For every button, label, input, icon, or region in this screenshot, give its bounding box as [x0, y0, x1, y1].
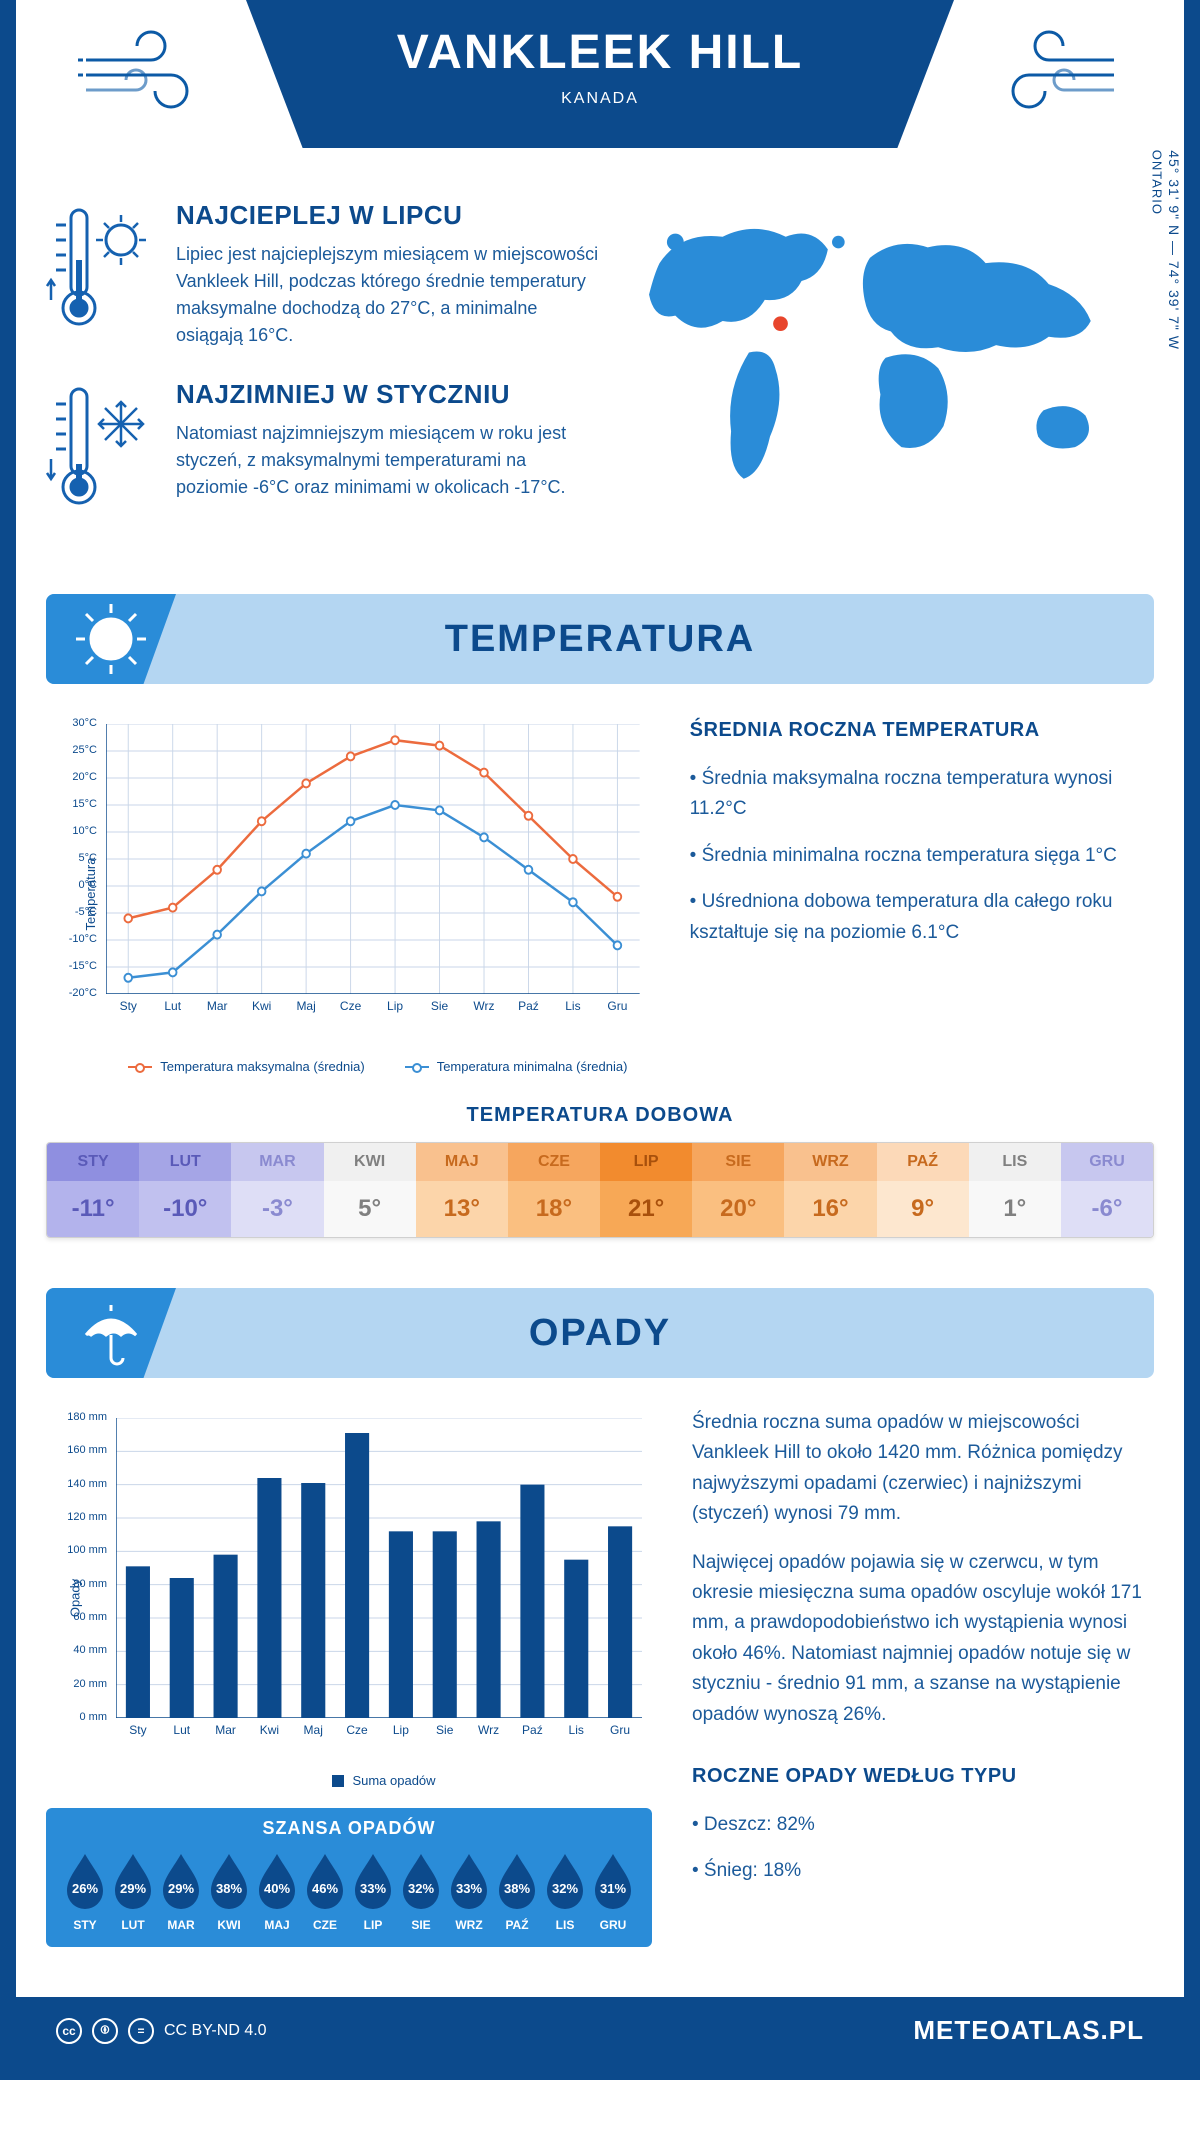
- chance-drop: 38% PAŹ: [493, 1851, 541, 1932]
- daily-temp-cell: GRU -6°: [1061, 1143, 1153, 1237]
- fact-coldest: NAJZIMNIEJ W STYCZNIU Natomiast najzimni…: [46, 379, 598, 524]
- intro-section: NAJCIEPLEJ W LIPCU Lipiec jest najcieple…: [46, 200, 1154, 554]
- precip-type-snow: • Śnieg: 18%: [692, 1856, 1154, 1886]
- svg-text:33%: 33%: [456, 1881, 482, 1896]
- temperature-line-chart: Temperatura -20°C-15°C-10°C-5°C0°C5°C10°…: [46, 714, 650, 1074]
- precip-legend: Suma opadów: [352, 1773, 435, 1788]
- fact-coldest-title: NAJZIMNIEJ W STYCZNIU: [176, 379, 598, 410]
- page-title: VANKLEEK HILL: [256, 25, 944, 80]
- svg-text:46%: 46%: [312, 1881, 338, 1896]
- legend-max: Temperatura maksymalna (średnia): [160, 1059, 364, 1074]
- daily-temp-cell: MAR -3°: [231, 1143, 323, 1237]
- svg-text:38%: 38%: [504, 1881, 530, 1896]
- license-text: CC BY-ND 4.0: [164, 2022, 267, 2040]
- section-title-precipitation: OPADY: [46, 1312, 1154, 1355]
- cc-icon: cc: [56, 2018, 82, 2044]
- section-title-temperature: TEMPERATURA: [46, 618, 1154, 661]
- by-icon: 🅯: [92, 2018, 118, 2044]
- chance-drop: 46% CZE: [301, 1851, 349, 1932]
- daily-temp-cell: MAJ 13°: [416, 1143, 508, 1237]
- fact-coldest-text: Natomiast najzimniejszym miesiącem w rok…: [176, 420, 598, 501]
- chance-drop: 33% WRZ: [445, 1851, 493, 1932]
- temp-text-heading: ŚREDNIA ROCZNA TEMPERATURA: [690, 714, 1154, 746]
- svg-text:33%: 33%: [360, 1881, 386, 1896]
- svg-text:38%: 38%: [216, 1881, 242, 1896]
- daily-temp-cell: KWI 5°: [324, 1143, 416, 1237]
- chance-drop: 32% LIS: [541, 1851, 589, 1932]
- svg-text:26%: 26%: [72, 1881, 98, 1896]
- world-map: ONTARIO 45° 31' 9" N — 74° 39' 7" W: [628, 200, 1154, 499]
- thermometer-sun-icon: [46, 200, 156, 349]
- chance-drop: 38% KWI: [205, 1851, 253, 1932]
- chance-drop: 33% LIP: [349, 1851, 397, 1932]
- daily-temp-cell: STY -11°: [47, 1143, 139, 1237]
- precipitation-bar-chart: Opady 0 mm20 mm40 mm60 mm80 mm100 mm120 …: [46, 1408, 652, 1788]
- section-header-temperature: TEMPERATURA: [46, 594, 1154, 684]
- sun-icon: [46, 594, 176, 684]
- svg-text:40%: 40%: [264, 1881, 290, 1896]
- daily-temp-heading: TEMPERATURA DOBOWA: [46, 1104, 1154, 1127]
- chance-drop: 31% GRU: [589, 1851, 637, 1932]
- svg-text:32%: 32%: [552, 1881, 578, 1896]
- temp-bullet-1: • Średnia maksymalna roczna temperatura …: [690, 764, 1154, 825]
- daily-temp-cell: LIP 21°: [600, 1143, 692, 1237]
- chance-drop: 40% MAJ: [253, 1851, 301, 1932]
- fact-warmest-text: Lipiec jest najcieplejszym miesiącem w m…: [176, 241, 598, 349]
- page-frame: VANKLEEK HILL KANADA: [0, 0, 1200, 2080]
- temp-bullet-2: • Średnia minimalna roczna temperatura s…: [690, 841, 1154, 871]
- temp-bullet-3: • Uśredniona dobowa temperatura dla całe…: [690, 887, 1154, 948]
- footer-brand: METEOATLAS.PL: [913, 2015, 1144, 2046]
- precip-text-1: Średnia roczna suma opadów w miejscowośc…: [692, 1408, 1154, 1530]
- section-header-precipitation: OPADY: [46, 1288, 1154, 1378]
- precip-type-rain: • Deszcz: 82%: [692, 1810, 1154, 1840]
- header: VANKLEEK HILL KANADA: [46, 0, 1154, 180]
- thermometer-snow-icon: [46, 379, 156, 524]
- svg-text:29%: 29%: [168, 1881, 194, 1896]
- chance-drop: 29% LUT: [109, 1851, 157, 1932]
- chance-title: SZANSA OPADÓW: [61, 1818, 637, 1839]
- chance-drop: 29% MAR: [157, 1851, 205, 1932]
- daily-temp-cell: WRZ 16°: [784, 1143, 876, 1237]
- chance-drop: 32% SIE: [397, 1851, 445, 1932]
- nd-icon: =: [128, 2018, 154, 2044]
- svg-text:32%: 32%: [408, 1881, 434, 1896]
- precip-type-heading: ROCZNE OPADY WEDŁUG TYPU: [692, 1760, 1154, 1792]
- wind-icon-left: [46, 0, 246, 140]
- page-subtitle: KANADA: [256, 90, 944, 108]
- svg-text:31%: 31%: [600, 1881, 626, 1896]
- footer: cc 🅯 = CC BY-ND 4.0 METEOATLAS.PL: [16, 1997, 1184, 2064]
- daily-temp-table: STY -11° LUT -10° MAR -3° KWI 5° MAJ 13°…: [46, 1142, 1154, 1238]
- chance-drop: 26% STY: [61, 1851, 109, 1932]
- daily-temp-cell: SIE 20°: [692, 1143, 784, 1237]
- coordinates-label: 45° 31' 9" N — 74° 39' 7" W: [1166, 150, 1182, 350]
- legend-min: Temperatura minimalna (średnia): [437, 1059, 628, 1074]
- license-block: cc 🅯 = CC BY-ND 4.0: [56, 2018, 267, 2044]
- daily-temp-cell: LIS 1°: [969, 1143, 1061, 1237]
- fact-warmest-title: NAJCIEPLEJ W LIPCU: [176, 200, 598, 231]
- wind-icon-right: [954, 0, 1154, 140]
- umbrella-icon: [46, 1288, 176, 1378]
- daily-temp-cell: CZE 18°: [508, 1143, 600, 1237]
- daily-temp-cell: LUT -10°: [139, 1143, 231, 1237]
- daily-temp-cell: PAŹ 9°: [877, 1143, 969, 1237]
- region-label: ONTARIO: [1149, 150, 1164, 215]
- fact-warmest: NAJCIEPLEJ W LIPCU Lipiec jest najcieple…: [46, 200, 598, 349]
- precipitation-chance-box: SZANSA OPADÓW 26% STY 29% LUT 29% MAR: [46, 1808, 652, 1947]
- precip-text-2: Najwięcej opadów pojawia się w czerwcu, …: [692, 1548, 1154, 1730]
- title-banner: VANKLEEK HILL KANADA: [246, 0, 954, 148]
- svg-text:29%: 29%: [120, 1881, 146, 1896]
